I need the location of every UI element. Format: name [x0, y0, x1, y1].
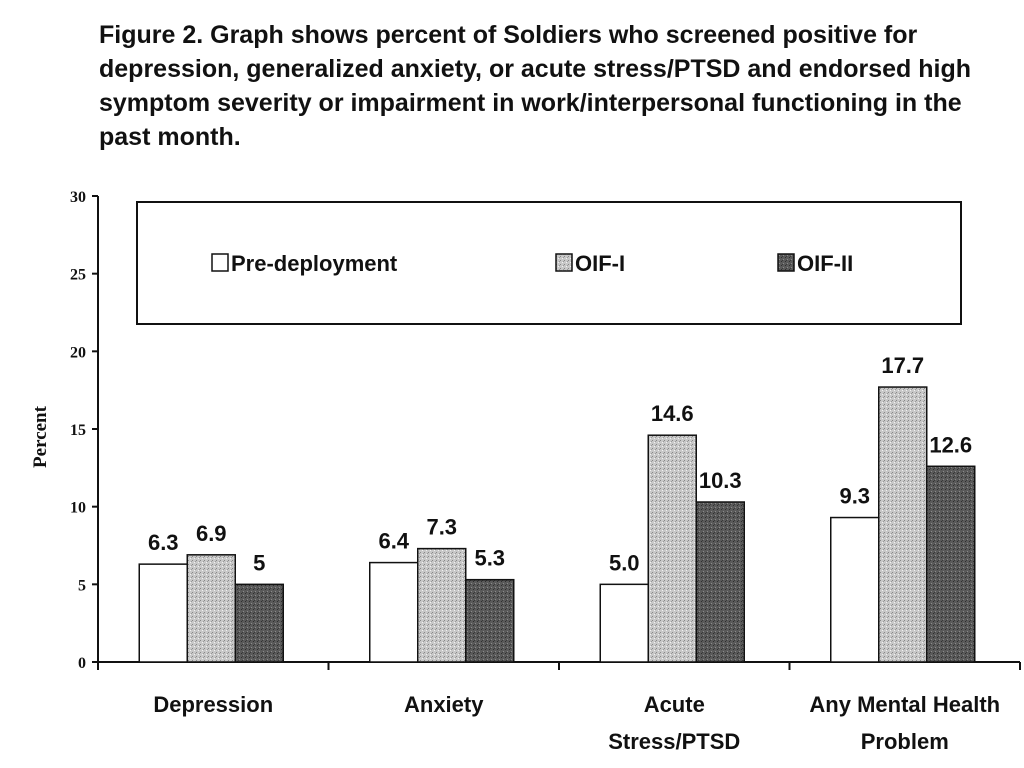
y-tick-label: 15 [70, 422, 86, 439]
legend-swatch [555, 253, 573, 272]
chart-bars: 6.3 6.9 5 6.4 7.3 5.3 5.0 14.6 10.3 9.3 17.7 12.6 [138, 353, 976, 663]
legend-swatch [777, 253, 795, 272]
bar-pre-deployment-2 [599, 583, 649, 663]
legend-label: OIF-II [797, 251, 853, 276]
y-tick-label: 20 [70, 344, 86, 361]
data-label: 5 [253, 550, 265, 575]
legend-box [136, 201, 962, 325]
data-label: 6.3 [148, 530, 179, 555]
bar-oif-ii-3 [926, 465, 976, 663]
x-category-label: Stress/PTSD [608, 729, 740, 754]
bar-pre-deployment-1 [369, 561, 419, 663]
data-label: 9.3 [839, 484, 870, 509]
bar-oif-i-3 [878, 386, 928, 663]
legend-label: Pre-deployment [231, 251, 398, 276]
data-label: 17.7 [881, 353, 924, 378]
data-label: 10.3 [699, 468, 742, 493]
bar-oif-ii-1 [465, 578, 515, 663]
x-category-label: Acute [644, 692, 705, 717]
data-label: 6.9 [196, 521, 227, 546]
legend-swatch [211, 253, 229, 272]
y-tick-label: 10 [70, 500, 86, 517]
chart-legend: Pre-deployment OIF-I OIF-II [136, 201, 962, 325]
data-label: 6.4 [378, 529, 409, 554]
y-tick-label: 0 [78, 655, 86, 672]
bar-oif-ii-2 [695, 501, 745, 663]
bar-oif-ii-0 [234, 583, 284, 663]
bar-oif-i-0 [186, 554, 236, 663]
x-category-label: Any Mental Health [809, 692, 1000, 717]
bar-oif-i-1 [417, 547, 467, 663]
bar-oif-i-2 [647, 434, 697, 663]
y-tick-label: 30 [70, 189, 86, 206]
y-tick-label: 25 [70, 267, 86, 284]
x-category-label: Anxiety [404, 692, 484, 717]
x-category-label: Problem [861, 729, 949, 754]
data-label: 5.3 [474, 546, 505, 571]
legend-label: OIF-I [575, 251, 625, 276]
bar-pre-deployment-0 [138, 563, 188, 663]
x-category-label: Depression [153, 692, 273, 717]
y-axis-label: Percent [30, 405, 51, 468]
data-label: 12.6 [929, 432, 972, 457]
y-tick-label: 5 [78, 577, 86, 594]
data-label: 5.0 [609, 550, 640, 575]
data-label: 7.3 [426, 515, 457, 540]
figure-caption: Figure 2. Graph shows percent of Soldier… [99, 21, 972, 151]
data-label: 14.6 [651, 401, 694, 426]
bar-pre-deployment-3 [830, 516, 880, 663]
